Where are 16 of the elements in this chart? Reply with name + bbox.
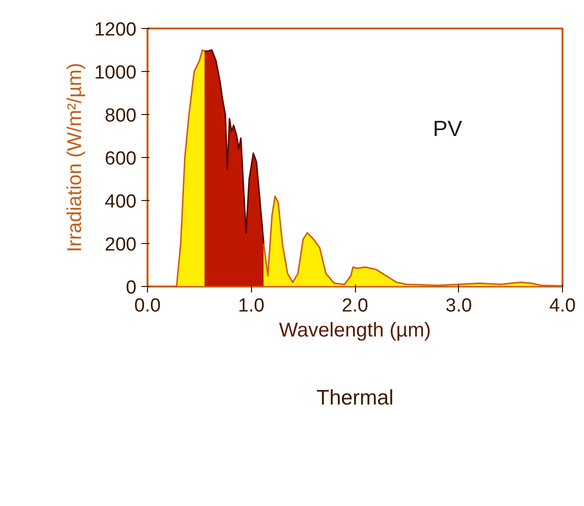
text: Thermal [316,386,394,410]
x-tick-label: 2.0 [342,296,368,316]
x-axis-title: Wavelength (µm) [279,320,431,342]
y-tick-label: 600 [104,148,136,170]
y-tick-label: 1000 [94,62,137,84]
x-tick-label: 4.0 [549,296,576,316]
x-tick-label: 3.0 [446,296,472,316]
y-tick-label: 0 [126,278,137,298]
y-tick-label: 800 [104,106,136,126]
y-axis-title: Irradiation (W/m²/µm) [64,62,86,252]
y-tick-label: 200 [104,234,136,256]
x-tick-label: 0.0 [134,296,161,316]
y-tick-label: 400 [104,192,136,212]
y-tick-label: 1200 [94,20,137,40]
annotation: PV [432,116,462,141]
x-tick-label: 1.0 [238,296,264,316]
